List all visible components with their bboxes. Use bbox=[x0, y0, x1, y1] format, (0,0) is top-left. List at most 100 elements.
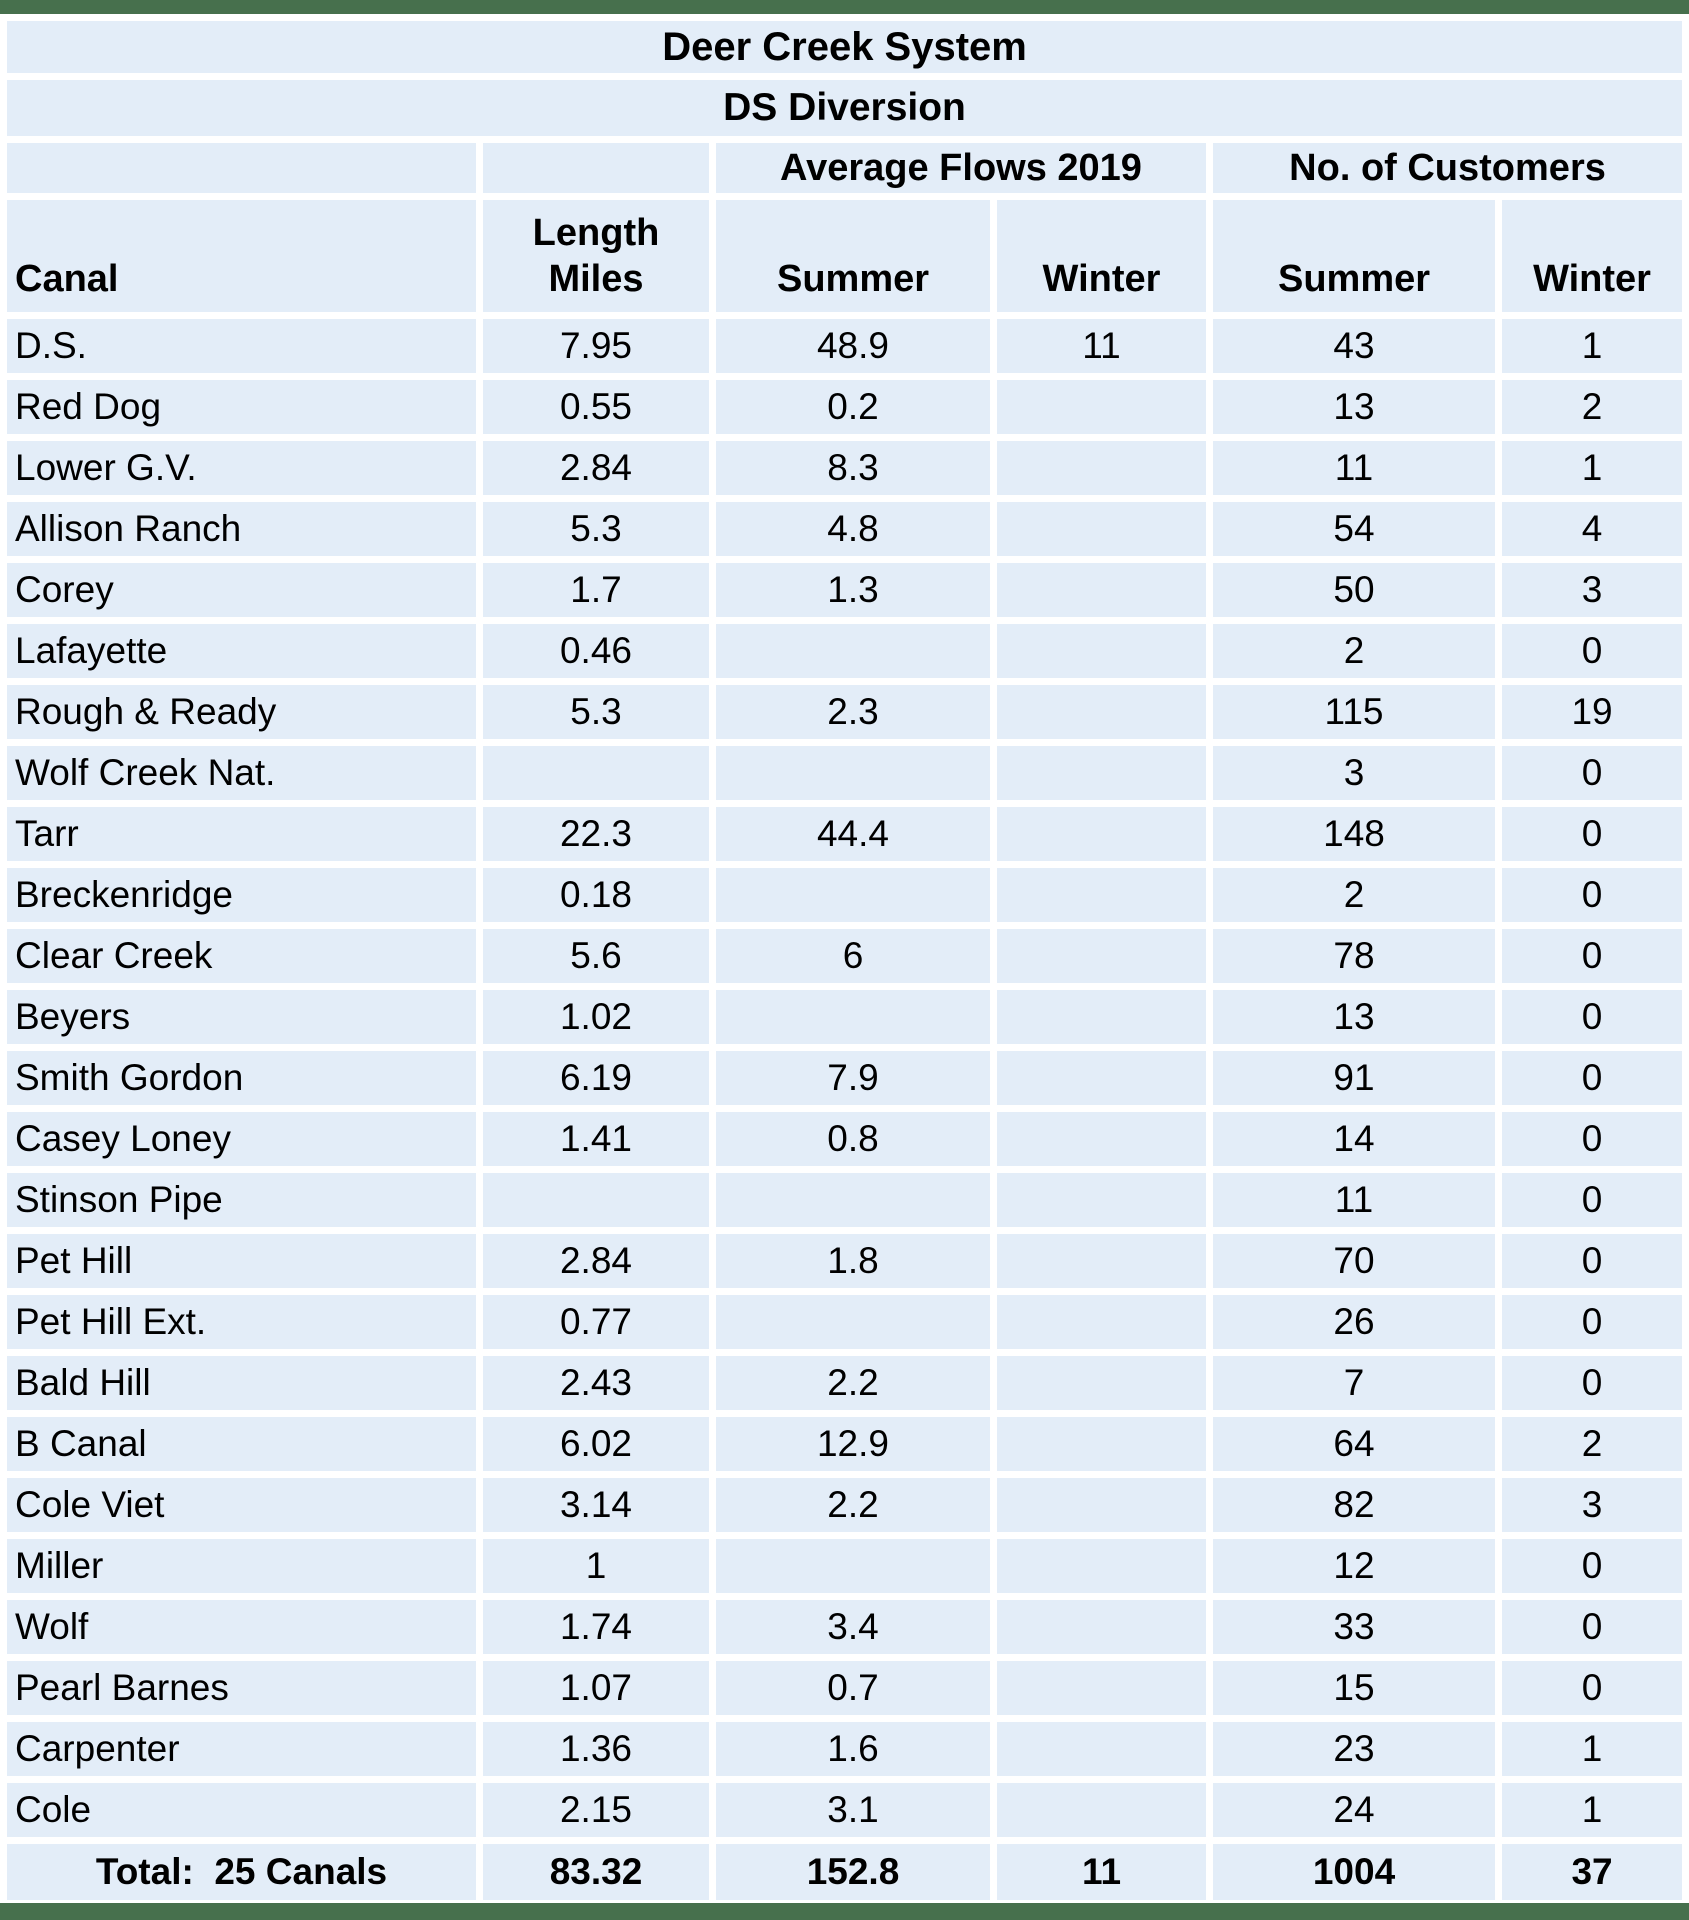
cust-winter-cell: 0 bbox=[1502, 1600, 1683, 1654]
cust-winter-cell: 0 bbox=[1502, 1295, 1683, 1349]
length-cell: 7.95 bbox=[483, 319, 709, 373]
length-cell: 5.6 bbox=[483, 929, 709, 983]
cust-summer-cell: 14 bbox=[1213, 1112, 1495, 1166]
flow-summer-cell: 6 bbox=[716, 929, 990, 983]
top-green-bar bbox=[0, 0, 1689, 14]
cust-summer-cell: 7 bbox=[1213, 1356, 1495, 1410]
table-title: Deer Creek System bbox=[7, 21, 1683, 73]
cust-winter-cell: 0 bbox=[1502, 1539, 1683, 1593]
flow-winter-cell bbox=[997, 441, 1206, 495]
cust-winter-cell: 1 bbox=[1502, 1783, 1683, 1837]
table-row: Lafayette 0.46 2 0 bbox=[7, 624, 1683, 678]
table-row: D.S. 7.95 48.9 11 43 1 bbox=[7, 319, 1683, 373]
table-row: Beyers 1.02 13 0 bbox=[7, 990, 1683, 1044]
cust-summer-cell: 13 bbox=[1213, 380, 1495, 434]
flow-winter-cell bbox=[997, 1112, 1206, 1166]
flow-winter-cell bbox=[997, 1539, 1206, 1593]
flow-summer-cell: 3.4 bbox=[716, 1600, 990, 1654]
table-row: Lower G.V. 2.84 8.3 11 1 bbox=[7, 441, 1683, 495]
flow-summer-cell: 3.1 bbox=[716, 1783, 990, 1837]
table-row: Corey 1.7 1.3 50 3 bbox=[7, 563, 1683, 617]
total-cust-winter: 37 bbox=[1502, 1844, 1683, 1900]
table-row: Miller 1 12 0 bbox=[7, 1539, 1683, 1593]
canal-name-cell: Casey Loney bbox=[7, 1112, 476, 1166]
cust-winter-cell: 0 bbox=[1502, 624, 1683, 678]
table-row: Carpenter 1.36 1.6 23 1 bbox=[7, 1722, 1683, 1776]
canal-name-cell: Clear Creek bbox=[7, 929, 476, 983]
length-cell: 0.55 bbox=[483, 380, 709, 434]
flow-summer-cell bbox=[716, 624, 990, 678]
flow-summer-cell: 1.6 bbox=[716, 1722, 990, 1776]
total-flow-summer: 152.8 bbox=[716, 1844, 990, 1900]
table-row: Pearl Barnes 1.07 0.7 15 0 bbox=[7, 1661, 1683, 1715]
canal-table: Deer Creek System DS Diversion Average F… bbox=[0, 14, 1689, 1907]
canal-name-cell: Red Dog bbox=[7, 380, 476, 434]
canal-name-cell: Smith Gordon bbox=[7, 1051, 476, 1105]
length-cell: 1.02 bbox=[483, 990, 709, 1044]
flow-winter-cell bbox=[997, 1478, 1206, 1532]
length-cell: 3.14 bbox=[483, 1478, 709, 1532]
table-row: Red Dog 0.55 0.2 13 2 bbox=[7, 380, 1683, 434]
flow-summer-cell: 0.2 bbox=[716, 380, 990, 434]
flow-summer-cell: 2.2 bbox=[716, 1478, 990, 1532]
canal-name-cell: Stinson Pipe bbox=[7, 1173, 476, 1227]
cust-summer-cell: 33 bbox=[1213, 1600, 1495, 1654]
canal-name-cell: Rough & Ready bbox=[7, 685, 476, 739]
total-cust-summer: 1004 bbox=[1213, 1844, 1495, 1900]
canal-name-cell: Cole Viet bbox=[7, 1478, 476, 1532]
canal-name-cell: Pet Hill bbox=[7, 1234, 476, 1288]
length-cell: 0.77 bbox=[483, 1295, 709, 1349]
flow-summer-cell: 0.8 bbox=[716, 1112, 990, 1166]
table-subtitle-row: DS Diversion bbox=[7, 80, 1683, 136]
length-cell: 2.84 bbox=[483, 441, 709, 495]
blank-cell bbox=[483, 143, 709, 193]
flow-winter-cell bbox=[997, 1600, 1206, 1654]
flow-winter-cell bbox=[997, 1783, 1206, 1837]
table-row: Wolf 1.74 3.4 33 0 bbox=[7, 1600, 1683, 1654]
group-header-customers: No. of Customers bbox=[1213, 143, 1683, 193]
length-cell: 5.3 bbox=[483, 685, 709, 739]
length-cell bbox=[483, 746, 709, 800]
flow-summer-cell bbox=[716, 990, 990, 1044]
flow-winter-cell bbox=[997, 990, 1206, 1044]
cust-summer-cell: 82 bbox=[1213, 1478, 1495, 1532]
table-row: Pet Hill 2.84 1.8 70 0 bbox=[7, 1234, 1683, 1288]
length-cell: 2.84 bbox=[483, 1234, 709, 1288]
length-cell: 1.7 bbox=[483, 563, 709, 617]
table-row: Tarr 22.3 44.4 148 0 bbox=[7, 807, 1683, 861]
flow-summer-cell: 2.2 bbox=[716, 1356, 990, 1410]
canal-name-cell: Cole bbox=[7, 1783, 476, 1837]
flow-winter-cell bbox=[997, 1173, 1206, 1227]
canal-name-cell: Lafayette bbox=[7, 624, 476, 678]
flow-summer-cell bbox=[716, 1539, 990, 1593]
canal-name-cell: Allison Ranch bbox=[7, 502, 476, 556]
cust-winter-cell: 0 bbox=[1502, 1234, 1683, 1288]
cust-winter-cell: 4 bbox=[1502, 502, 1683, 556]
flow-winter-cell bbox=[997, 1661, 1206, 1715]
cust-summer-cell: 91 bbox=[1213, 1051, 1495, 1105]
table-row: Clear Creek 5.6 6 78 0 bbox=[7, 929, 1683, 983]
flow-winter-cell bbox=[997, 380, 1206, 434]
cust-summer-cell: 78 bbox=[1213, 929, 1495, 983]
table-row: Wolf Creek Nat. 3 0 bbox=[7, 746, 1683, 800]
total-flow-winter: 11 bbox=[997, 1844, 1206, 1900]
flow-winter-cell bbox=[997, 746, 1206, 800]
total-row: Total: 25 Canals 83.32 152.8 11 1004 37 bbox=[7, 1844, 1683, 1900]
column-header-canal: Canal bbox=[7, 200, 476, 312]
flow-winter-cell bbox=[997, 1295, 1206, 1349]
length-cell: 1.36 bbox=[483, 1722, 709, 1776]
group-header-flows: Average Flows 2019 bbox=[716, 143, 1206, 193]
cust-winter-cell: 0 bbox=[1502, 868, 1683, 922]
column-header-length: Length Miles bbox=[483, 200, 709, 312]
cust-winter-cell: 19 bbox=[1502, 685, 1683, 739]
length-cell: 1.41 bbox=[483, 1112, 709, 1166]
flow-summer-cell bbox=[716, 868, 990, 922]
cust-winter-cell: 0 bbox=[1502, 746, 1683, 800]
flow-summer-cell bbox=[716, 746, 990, 800]
column-header-row: Canal Length Miles Summer Winter Summer … bbox=[7, 200, 1683, 312]
cust-winter-cell: 2 bbox=[1502, 380, 1683, 434]
cust-winter-cell: 0 bbox=[1502, 990, 1683, 1044]
flow-winter-cell: 11 bbox=[997, 319, 1206, 373]
flow-winter-cell bbox=[997, 563, 1206, 617]
column-header-flow-winter: Winter bbox=[997, 200, 1206, 312]
